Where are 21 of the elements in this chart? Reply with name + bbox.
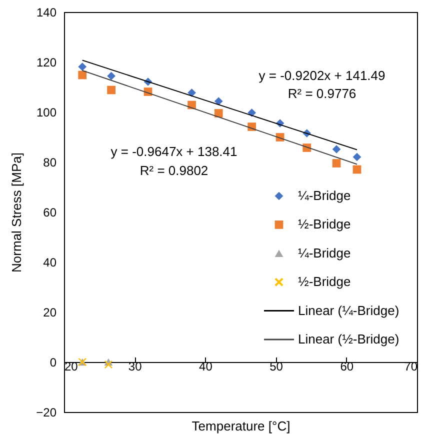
y-tick-label: −20	[36, 406, 57, 420]
y-tick-label: 20	[43, 306, 57, 320]
legend-label: ½-Bridge	[298, 274, 351, 290]
y-tick-label: 120	[36, 56, 57, 70]
x-axis-title: Temperature [°C]	[192, 418, 290, 434]
legend-label: ¼-Bridge	[298, 188, 351, 203]
y-tick-label: 40	[43, 256, 57, 270]
annotation: R² = 0.9776	[288, 86, 356, 101]
y-tick-label: 140	[36, 6, 57, 20]
y-tick-label: 60	[43, 206, 57, 220]
annotation: R² = 0.9802	[140, 163, 208, 178]
annotation: y = -0.9647x + 138.41	[110, 144, 238, 159]
y-axis-title: Normal Stress [MPa]	[9, 152, 24, 272]
legend-label: Linear (½-Bridge)	[298, 332, 400, 346]
legend-label: ½-Bridge	[298, 216, 351, 232]
y-tick-label: 0	[50, 356, 57, 370]
y-tick-label: 80	[43, 156, 57, 170]
annotation: y = -0.9202x + 141.49	[258, 68, 386, 83]
legend-label: Linear (¼-Bridge)	[298, 302, 400, 318]
y-tick-label: 100	[36, 106, 57, 120]
legend-label: ¼-Bridge	[298, 245, 351, 260]
